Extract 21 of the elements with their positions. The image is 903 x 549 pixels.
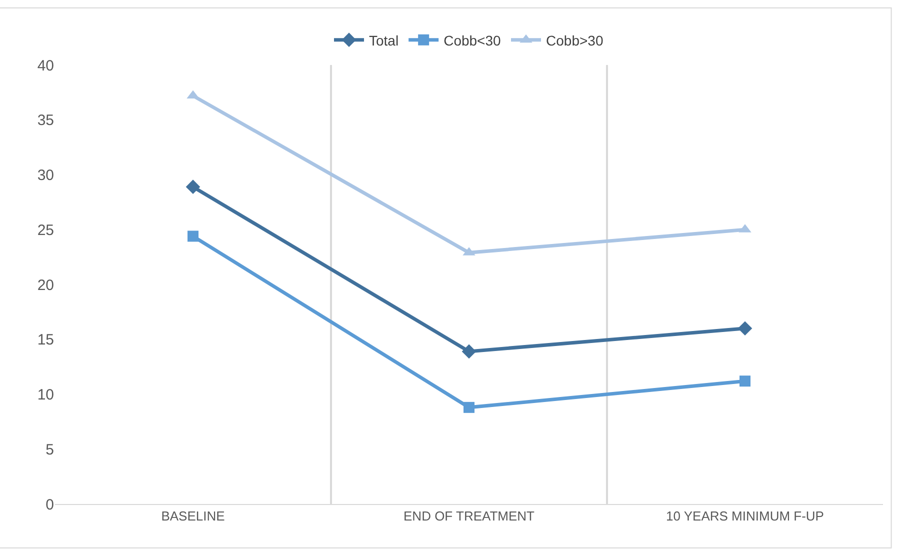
y-tick-label: 15 xyxy=(37,332,54,349)
legend-label: Total xyxy=(369,32,399,48)
point xyxy=(188,230,198,242)
point xyxy=(738,321,752,336)
legend-label: Cobb<30 xyxy=(444,32,502,48)
y-tick-label: 0 xyxy=(46,496,54,514)
x-tick-label: 10 YEARS MINIMUM F-UP xyxy=(666,508,824,524)
legend-label: Cobb>30 xyxy=(546,32,604,48)
y-tick-label: 30 xyxy=(37,167,54,184)
point xyxy=(464,402,474,413)
point xyxy=(186,180,200,194)
x-tick-label: END OF TREATMENT xyxy=(404,508,535,524)
x-tick-label: BASELINE xyxy=(161,508,226,524)
y-tick-label: 20 xyxy=(37,276,54,294)
y-tick-label: 35 xyxy=(37,112,54,130)
y-tick-label: 5 xyxy=(46,441,54,458)
y-tick-label: 25 xyxy=(37,222,54,239)
y-tick-label: 10 xyxy=(37,386,54,404)
point xyxy=(462,344,476,359)
point xyxy=(740,376,750,387)
y-tick-label: 40 xyxy=(37,57,54,74)
